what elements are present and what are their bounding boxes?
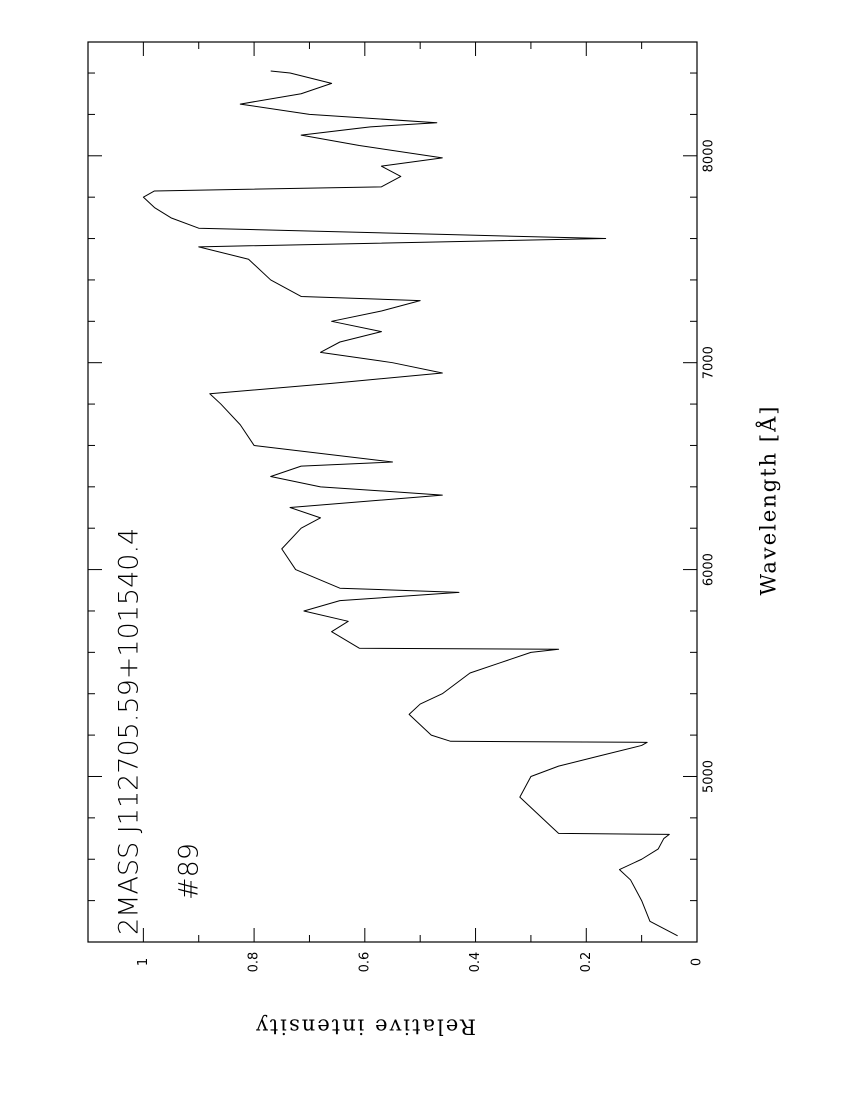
y-tick-label: 0: [690, 958, 705, 966]
x-axis-label: Wavelength [Å]: [756, 405, 781, 596]
x-tick-label: 6000: [702, 553, 717, 586]
y-tick-label: 0.4: [468, 952, 483, 973]
chart-title: 2MASS J112705.59+101540.4: [114, 528, 145, 935]
x-tick-label: 7000: [702, 346, 717, 379]
y-tick-label: 0.2: [579, 952, 594, 973]
chart-subtitle: #89: [174, 843, 205, 900]
y-tick-label: 1: [136, 958, 151, 966]
spectrum-line: [142, 70, 678, 937]
plot-frame: [87, 41, 698, 943]
y-tick-label: 0.8: [247, 952, 262, 973]
y-axis-label: Relative intensity: [254, 1015, 476, 1039]
y-tick-label: 0.6: [357, 952, 372, 973]
x-tick-label: 5000: [702, 760, 717, 793]
x-tick-label: 8000: [702, 139, 717, 172]
